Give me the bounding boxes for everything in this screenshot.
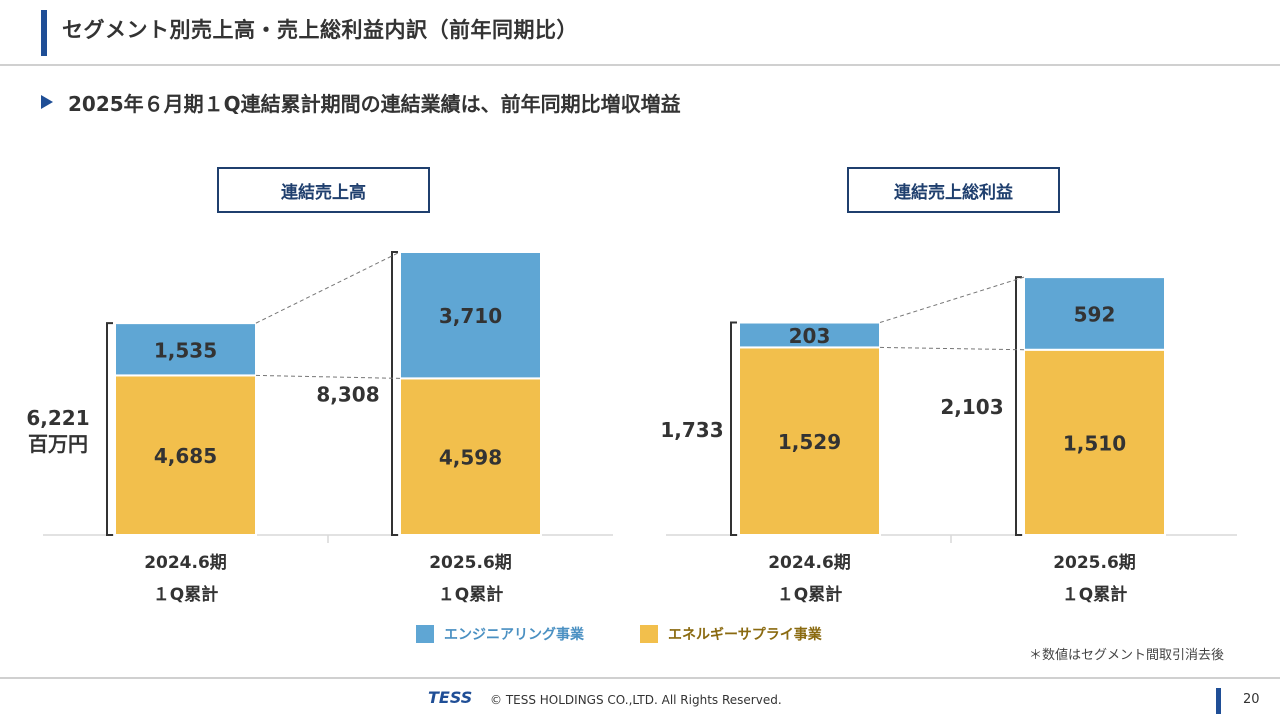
bar-1-1-0 xyxy=(1023,348,1166,537)
bar-1-1-1 xyxy=(1023,276,1166,351)
data-label-1-0-1: 203 xyxy=(789,324,831,348)
page-title: セグメント別売上高・売上総利益内訳（前年同期比） xyxy=(62,18,578,42)
category-label-0-1: 2025.6期 xyxy=(429,553,512,573)
data-label-0-1-0: 4,598 xyxy=(439,446,502,470)
total-label-0-1: 8,308 xyxy=(316,383,379,407)
legend-energy: エネルギーサプライ事業 xyxy=(640,624,822,644)
category-label-1-0: 2024.6期 xyxy=(768,553,851,573)
bar-0-1-1 xyxy=(399,251,542,380)
category-sublabel-0-0: １Q累計 xyxy=(153,584,218,605)
connector-mid-1 xyxy=(879,346,1025,351)
copyright-text: © TESS HOLDINGS CO.,LTD. All Rights Rese… xyxy=(490,693,782,707)
connector-top-0 xyxy=(255,251,401,324)
bracket-0-1 xyxy=(391,251,398,536)
total-label-1-1: 2,103 xyxy=(940,395,1003,419)
chart-title-gross-profit: 連結売上総利益 xyxy=(847,167,1060,213)
total-label-0-0: 6,221 xyxy=(26,406,89,430)
category-sublabel-1-0: １Q累計 xyxy=(777,584,842,605)
connector-top-1 xyxy=(879,276,1025,323)
subtitle: 2025年６月期１Q連結累計期間の連結業績は、前年同期比増収増益 xyxy=(68,92,681,116)
bar-0-0-1 xyxy=(114,322,257,377)
data-label-1-1-0: 1,510 xyxy=(1063,431,1126,455)
category-label-1-1: 2025.6期 xyxy=(1053,553,1136,573)
data-label-0-0-0: 4,685 xyxy=(154,444,217,468)
bracket-1-1 xyxy=(1015,276,1022,536)
title-divider xyxy=(0,64,1280,66)
legend-swatch-engineering xyxy=(416,625,434,643)
data-label-0-1-1: 3,710 xyxy=(439,304,502,328)
bracket-1-0 xyxy=(730,321,737,536)
data-label-1-0-0: 1,529 xyxy=(778,430,841,454)
bullet-arrow-icon xyxy=(41,95,53,109)
data-label-1-1-1: 592 xyxy=(1074,302,1116,326)
category-sublabel-1-1: １Q累計 xyxy=(1062,584,1127,605)
footer-divider xyxy=(0,677,1280,679)
chart-title-sales: 連結売上高 xyxy=(217,167,430,213)
title-accent-bar xyxy=(41,10,47,56)
footer-accent-bar xyxy=(1216,688,1221,714)
bar-1-0-0 xyxy=(738,346,881,536)
legend-swatch-energy xyxy=(640,625,658,643)
bracket-0-0 xyxy=(106,322,113,536)
category-label-0-0: 2024.6期 xyxy=(144,553,227,573)
legend-engineering: エンジニアリング事業 xyxy=(416,624,584,644)
bar-1-0-1 xyxy=(738,321,881,349)
data-label-0-0-1: 1,535 xyxy=(154,338,217,362)
footnote: ＊数値はセグメント間取引消去後 xyxy=(1028,648,1224,663)
category-sublabel-0-1: １Q累計 xyxy=(438,584,503,605)
total-label-1-0: 1,733 xyxy=(660,418,723,442)
legend-label-energy: エネルギーサプライ事業 xyxy=(668,627,822,643)
company-logo: TESS xyxy=(428,688,473,707)
unit-label-0: 百万円 xyxy=(28,432,88,456)
page-number: 20 xyxy=(1243,692,1260,707)
legend-label-engineering: エンジニアリング事業 xyxy=(444,627,584,643)
connector-mid-0 xyxy=(255,374,401,379)
